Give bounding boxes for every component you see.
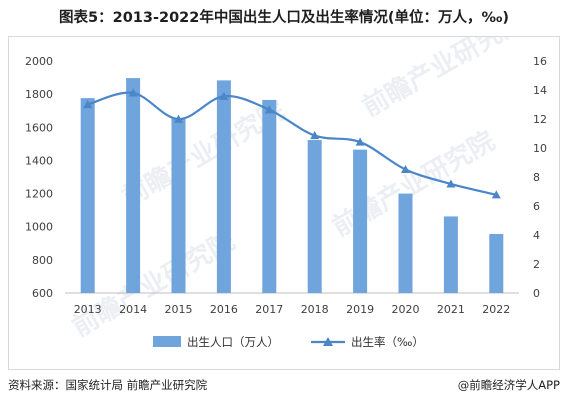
y-right-tick-label: 10	[533, 142, 547, 155]
legend-swatch-bar	[153, 336, 181, 347]
x-tick-label: 2021	[437, 303, 465, 316]
y-right-tick-label: 2	[533, 258, 540, 271]
legend-label-birth-rate: 出生率（‰）	[351, 335, 424, 349]
birth-rate-marker-2013	[83, 100, 93, 109]
chart-svg: 前瞻产业研究院 前瞻产业研究院前瞻产业研究院前瞻产业研究院600800100012…	[25, 37, 547, 349]
y-right-tick-label: 4	[533, 229, 540, 242]
y-right-tick-label: 0	[533, 287, 540, 300]
x-tick-label: 2019	[346, 303, 374, 316]
y-left-tick-label: 1600	[25, 121, 53, 134]
footer: 资料来源：国家统计局 前瞻产业研究院 @前瞻经济学人APP	[8, 374, 560, 396]
x-tick-label: 2015	[165, 303, 193, 316]
y-left-tick-label: 600	[32, 287, 53, 300]
legend-swatch-marker	[323, 337, 333, 346]
legend-label-births: 出生人口（万人）	[187, 335, 279, 349]
y-right-tick-label: 6	[533, 200, 540, 213]
x-tick-label: 2014	[119, 303, 147, 316]
x-tick-label: 2016	[210, 303, 238, 316]
bar-2013	[80, 98, 95, 293]
birth-rate-marker-2018	[310, 131, 320, 140]
watermark-text: 前瞻产业研究院	[357, 37, 530, 123]
bar-2015	[171, 118, 186, 294]
y-right-tick-label: 14	[533, 84, 547, 97]
birth-rate-marker-2020	[401, 164, 410, 174]
birth-rate-marker-2021	[446, 179, 456, 188]
x-tick-label: 2022	[482, 303, 510, 316]
bar-2017	[262, 99, 277, 293]
birth-rate-marker-2015	[174, 114, 183, 123]
chart-title: 图表5：2013-2022年中国出生人口及出生率情况(单位：万人，‰)	[59, 10, 509, 26]
bar-2019	[353, 149, 368, 293]
watermark-text: 前瞻产业研究院	[327, 125, 500, 243]
bar-2021	[443, 216, 458, 293]
chart-frame: 前瞻产业研究院 前瞻产业研究院 前瞻产业研究院 前瞻产业研究院 600 800 1000 12…	[8, 36, 560, 370]
y-left-tick-label: 1200	[25, 188, 53, 201]
y-left-tick-label: 2000	[25, 55, 53, 68]
y-right-tick-label: 12	[533, 113, 547, 126]
x-tick-label: 2020	[392, 303, 420, 316]
brand-note: @前瞻经济学人APP	[457, 378, 560, 392]
y-right-tick-label: 16	[533, 55, 547, 68]
birth-rate-line	[87, 91, 497, 196]
bar-2016	[216, 80, 231, 293]
birth-rate-marker-2022	[491, 190, 501, 199]
y-left-tick-label: 800	[32, 254, 53, 267]
birth-rate-marker-2019	[355, 137, 365, 146]
y-left-tick-label: 1800	[25, 88, 53, 101]
y-left-tick-label: 1000	[25, 221, 53, 234]
bar-2022	[489, 234, 504, 293]
y-right-tick-label: 8	[533, 171, 540, 184]
x-tick-label: 2018	[301, 303, 329, 316]
bar-2018	[307, 140, 322, 293]
birth-rate-marker-2014	[128, 88, 138, 97]
bar-2014	[126, 78, 141, 293]
y-left-tick-label: 1400	[25, 154, 53, 167]
source-note: 资料来源：国家统计局 前瞻产业研究院	[8, 378, 208, 392]
birth-rate-marker-2016	[219, 91, 229, 100]
birth-rate-marker-2017	[264, 105, 274, 114]
x-tick-label: 2013	[74, 303, 102, 316]
bar-2020	[398, 193, 413, 293]
x-tick-label: 2017	[255, 303, 283, 316]
